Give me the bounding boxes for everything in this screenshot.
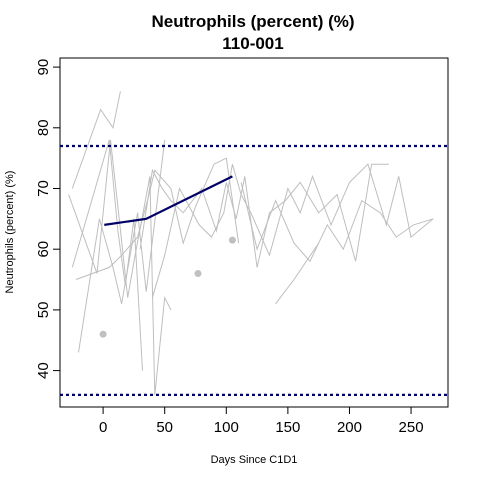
data-point-1 bbox=[99, 330, 107, 338]
background-series-line-9 bbox=[275, 242, 320, 305]
y-tick-label-50: 50 bbox=[35, 302, 52, 319]
y-tick-label-80: 80 bbox=[35, 119, 52, 136]
background-series-line-4 bbox=[68, 139, 172, 395]
y-axis: 40 50 60 70 80 90 bbox=[35, 59, 60, 379]
background-series-line-2 bbox=[71, 139, 143, 371]
data-point-3 bbox=[228, 236, 236, 244]
y-tick-label-40: 40 bbox=[35, 362, 52, 379]
x-tick-label-250: 250 bbox=[399, 419, 424, 436]
background-series-line-8 bbox=[240, 182, 434, 263]
highlight-series-line bbox=[104, 175, 233, 226]
plot-frame bbox=[59, 57, 449, 408]
background-series-line-3 bbox=[78, 139, 166, 353]
y-tick-label-90: 90 bbox=[35, 59, 52, 76]
x-axis: 0 50 100 150 200 250 bbox=[99, 407, 424, 436]
x-tick-label-200: 200 bbox=[337, 419, 362, 436]
y-tick-label-70: 70 bbox=[35, 180, 52, 197]
background-series-line-5 bbox=[75, 157, 240, 280]
reference-lines-group bbox=[60, 144, 448, 396]
x-tick-label-0: 0 bbox=[99, 419, 107, 436]
x-tick-label-50: 50 bbox=[156, 419, 173, 436]
background-series-line-6 bbox=[139, 163, 389, 268]
chart-title: Neutrophils (percent) (%) bbox=[151, 12, 354, 31]
x-tick-label-100: 100 bbox=[214, 419, 239, 436]
data-point-2 bbox=[194, 270, 202, 277]
y-tick-label-60: 60 bbox=[35, 241, 52, 258]
chart-subtitle: 110-001 bbox=[222, 34, 283, 53]
x-axis-label: Days Since C1D1 bbox=[211, 454, 298, 466]
points-group bbox=[99, 236, 236, 338]
background-series-line-1 bbox=[71, 91, 121, 189]
highlight-series-group bbox=[104, 175, 233, 226]
y-axis-label: Neutrophils (percent) (%) bbox=[4, 171, 16, 294]
x-tick-label-150: 150 bbox=[275, 419, 300, 436]
background-series-group bbox=[68, 91, 434, 395]
background-series-line-7 bbox=[151, 163, 434, 298]
